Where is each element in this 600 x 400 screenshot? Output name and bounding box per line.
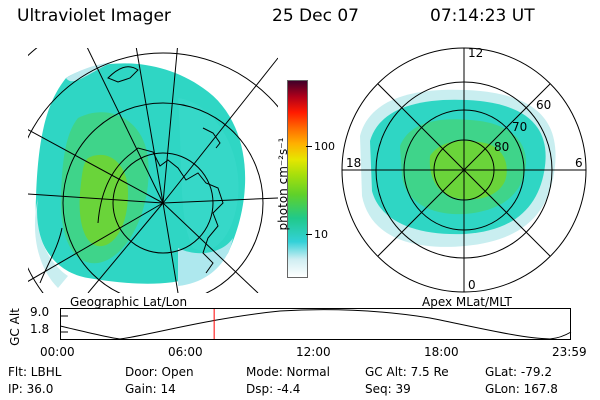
- mlt-label-12: 12: [468, 46, 484, 60]
- date-label: 25 Dec 07: [272, 6, 359, 26]
- mlt-label-0: 0: [468, 278, 476, 292]
- polar-grid: [341, 47, 587, 293]
- geographic-map: [28, 48, 278, 293]
- aurora-field-left: [34, 62, 246, 288]
- orbit-timeline: [60, 308, 572, 340]
- aurora-field-right: [360, 89, 556, 247]
- colorbar: [287, 80, 308, 278]
- timeline-xtick-4: 23:59: [552, 345, 587, 359]
- info-ip: IP: 36.0: [8, 382, 54, 396]
- timeline-ytick-high: 9.0: [30, 305, 50, 319]
- info-mode: Mode: Normal: [246, 365, 330, 379]
- instrument-title: Ultraviolet Imager: [17, 6, 171, 26]
- timeline-xtick-3: 18:00: [424, 345, 459, 359]
- mlt-label-6: 6: [575, 156, 583, 170]
- mlat-label-60: 60: [536, 98, 552, 112]
- lat-lon-grid: [28, 48, 278, 293]
- mlat-label-80: 80: [494, 140, 510, 154]
- info-dsp: Dsp: -4.4: [246, 382, 301, 396]
- info-glat: GLat: -79.2: [485, 365, 552, 379]
- info-glon: GLon: 167.8: [485, 382, 558, 396]
- timeline-xtick-0: 00:00: [40, 345, 75, 359]
- colorbar-tick-10: [306, 234, 312, 235]
- info-door: Door: Open: [125, 365, 194, 379]
- colorbar-label-100: 100: [314, 140, 335, 153]
- info-gc-alt: GC Alt: 7.5 Re: [365, 365, 449, 379]
- magnetic-polar-plot: [341, 47, 587, 293]
- colorbar-label-10: 10: [314, 228, 328, 241]
- info-filter: Flt: LBHL: [8, 365, 62, 379]
- mlt-label-18: 18: [346, 156, 362, 170]
- mlat-label-70: 70: [512, 120, 528, 134]
- coastlines: [39, 66, 224, 284]
- timeline-xtick-1: 06:00: [168, 345, 203, 359]
- timeline-xtick-2: 12:00: [296, 345, 331, 359]
- left-map-label: Geographic Lat/Lon: [70, 295, 188, 309]
- right-map-label: Apex MLat/MLT: [422, 295, 512, 309]
- timeline-ylabel: GC Alt: [8, 308, 22, 346]
- colorbar-unit: photon cm⁻²s⁻¹: [276, 137, 290, 231]
- altitude-curve: [60, 309, 572, 340]
- info-gain: Gain: 14: [125, 382, 176, 396]
- colorbar-tick-100: [306, 146, 312, 147]
- time-label: 07:14:23 UT: [430, 6, 535, 26]
- info-seq: Seq: 39: [365, 382, 411, 396]
- timeline-ytick-low: 1.8: [30, 322, 50, 336]
